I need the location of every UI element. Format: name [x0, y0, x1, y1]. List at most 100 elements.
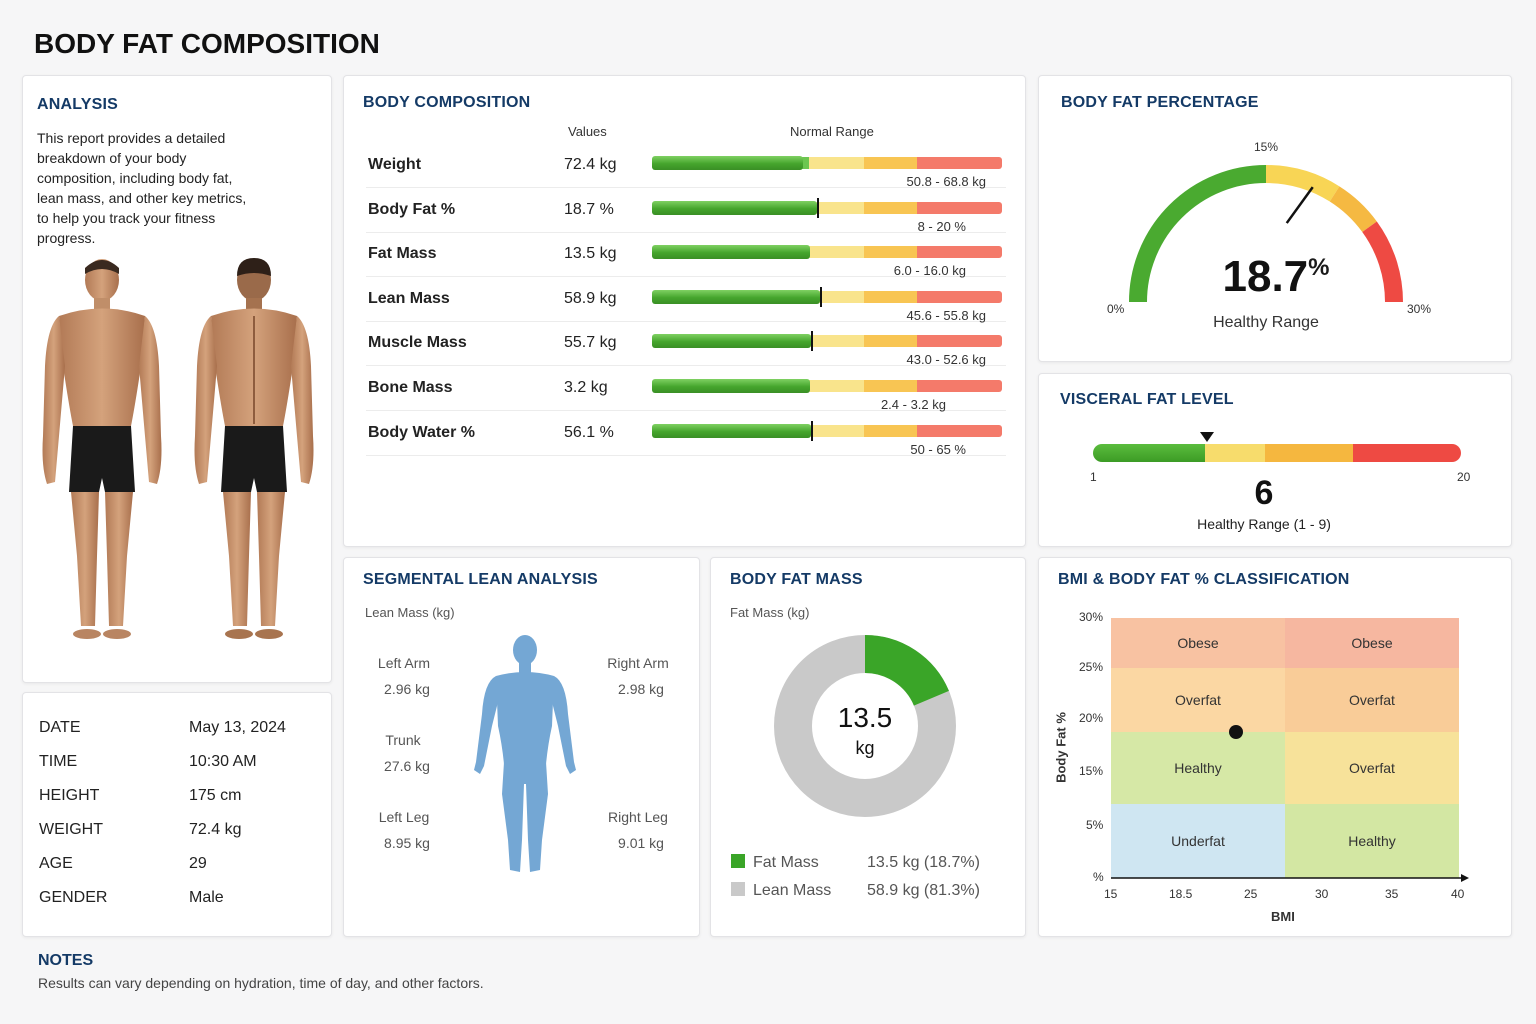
row-range: 50 - 65 %	[910, 441, 966, 457]
analysis-card: ANALYSIS This report provides a detailed…	[22, 75, 332, 683]
range-seg-red	[917, 424, 1002, 437]
row-label: Body Fat %	[368, 200, 456, 218]
y-tick: 20%	[1079, 711, 1104, 725]
x-tick: 30	[1315, 887, 1329, 901]
value-marker	[817, 197, 819, 218]
value-fill	[652, 200, 817, 215]
x-tick: 18.5	[1169, 887, 1193, 901]
body-fat-gauge	[1129, 165, 1403, 303]
composition-row: Body Fat % 18.7 % 8 - 20 %	[366, 189, 1006, 234]
composition-row: Weight 72.4 kg 50.8 - 68.8 kg	[366, 144, 1006, 189]
zone-healthy-left: Healthy	[1111, 732, 1285, 804]
bmi-axes	[1111, 874, 1469, 882]
bmi-data-point	[1229, 725, 1244, 740]
row-label: Body Water %	[368, 423, 475, 441]
value-marker	[811, 420, 813, 441]
composition-row: Fat Mass 13.5 kg 6.0 - 16.0 kg	[366, 233, 1006, 278]
range-seg-orange	[864, 246, 917, 259]
value-fill	[652, 245, 810, 260]
body-composition-card: BODY COMPOSITION Values Normal Range Wei…	[343, 75, 1026, 547]
zone-overfat-right: Overfat	[1285, 668, 1459, 732]
range-column-header: Normal Range	[790, 124, 874, 139]
visceral-fat-card: VISCERAL FAT LEVEL 1 20 6 Healthy Range …	[1038, 373, 1512, 547]
x-tick: 35	[1385, 887, 1399, 901]
trunk-value: 27.6 kg	[384, 758, 430, 774]
page-title: BODY FAT COMPOSITION	[34, 28, 380, 59]
y-tick: 30%	[1079, 610, 1104, 624]
bmi-title: BMI & BODY FAT % CLASSIFICATION	[1058, 571, 1350, 588]
vf-min-label: 1	[1090, 470, 1097, 484]
gauge-min-label: 0%	[1107, 302, 1125, 316]
values-column-header: Values	[568, 124, 607, 139]
gauge-arc-green	[1129, 165, 1267, 303]
vf-value: 6	[1254, 474, 1274, 512]
gauge-needle	[1285, 186, 1314, 224]
y-tick: 15%	[1079, 764, 1104, 778]
row-range: 45.6 - 55.8 kg	[906, 307, 987, 323]
row-label: Lean Mass	[368, 289, 450, 307]
analysis-title: ANALYSIS	[37, 96, 119, 113]
legend-value: 58.9 kg (81.3%)	[867, 882, 980, 899]
donut-center-value: 13.5	[837, 702, 893, 733]
info-key: TIME	[39, 753, 78, 770]
range-seg-yellow	[809, 201, 864, 214]
range-seg-yellow	[809, 424, 864, 437]
zone-obese-right: Obese	[1285, 618, 1459, 668]
segmental-subtitle: Lean Mass (kg)	[365, 605, 455, 620]
row-range: 43.0 - 52.6 kg	[906, 352, 987, 368]
vf-segment-green	[1093, 444, 1205, 462]
notes-title: NOTES	[38, 952, 94, 969]
composition-row: Lean Mass 58.9 kg 45.6 - 55.8 kg	[366, 278, 1006, 323]
composition-row: Bone Mass 3.2 kg 2.4 - 3.2 kg	[366, 367, 1006, 412]
segmental-lean-card: SEGMENTAL LEAN ANALYSIS Lean Mass (kg) L…	[343, 557, 700, 937]
y-tick: %	[1093, 870, 1104, 884]
gauge-mid-label: 15%	[1254, 140, 1279, 154]
range-seg-orange	[864, 335, 917, 348]
legend-swatch-lean	[731, 882, 745, 896]
vf-segment-yellow	[1205, 444, 1265, 462]
range-seg-orange	[864, 380, 917, 392]
info-value: Male	[189, 889, 224, 906]
bmi-classification-card: BMI & BODY FAT % CLASSIFICATION Obese Ob…	[1038, 557, 1512, 937]
body-silhouette-icon	[474, 635, 576, 872]
value-fill	[652, 379, 810, 393]
range-seg-yellow	[809, 157, 864, 169]
donut-center-unit: kg	[855, 738, 875, 758]
gauge-arc-yellow	[1265, 165, 1340, 202]
body-fat-percentage-card: BODY FAT PERCENTAGE 15% 0% 30% 18.7% Hea…	[1038, 75, 1512, 362]
range-seg-yellow	[809, 380, 864, 392]
x-tick: 40	[1451, 887, 1465, 901]
vf-max-label: 20	[1457, 470, 1471, 484]
range-seg-orange	[864, 290, 917, 303]
donut-fat-slice	[864, 635, 949, 707]
right-leg-value: 9.01 kg	[618, 835, 664, 851]
range-seg-orange	[864, 424, 917, 437]
info-key: GENDER	[39, 889, 108, 906]
vf-status: Healthy Range (1 - 9)	[1197, 516, 1331, 532]
value-fill	[652, 423, 811, 438]
row-value: 13.5 kg	[564, 245, 617, 263]
x-tick: 15	[1104, 887, 1118, 901]
zone-healthy-right: Healthy	[1285, 804, 1459, 878]
trunk-label: Trunk	[385, 732, 421, 748]
legend-label: Fat Mass	[753, 854, 819, 871]
range-seg-orange	[864, 201, 917, 214]
value-fill	[652, 334, 811, 349]
zone-overfat-left: Overfat	[1111, 668, 1285, 732]
value-fill	[652, 156, 803, 170]
body-fat-mass-title: BODY FAT MASS	[730, 571, 863, 588]
range-seg-red	[917, 335, 1002, 348]
body-fat-mass-subtitle: Fat Mass (kg)	[730, 605, 810, 620]
info-key: AGE	[39, 855, 73, 872]
range-seg-yellow	[809, 290, 864, 303]
vf-segment-red	[1353, 444, 1461, 462]
legend-lean-mass: Lean Mass	[731, 882, 831, 900]
info-value: 29	[189, 855, 207, 872]
info-value: 10:30 AM	[189, 753, 257, 770]
legend-swatch-fat	[731, 854, 745, 868]
gauge-value-unit: %	[1308, 254, 1330, 281]
body-fat-mass-card: BODY FAT MASS Fat Mass (kg) 13.5 kg Fat …	[710, 557, 1026, 937]
range-seg-yellow	[809, 335, 864, 348]
info-key: DATE	[39, 719, 81, 736]
row-label: Fat Mass	[368, 245, 437, 263]
